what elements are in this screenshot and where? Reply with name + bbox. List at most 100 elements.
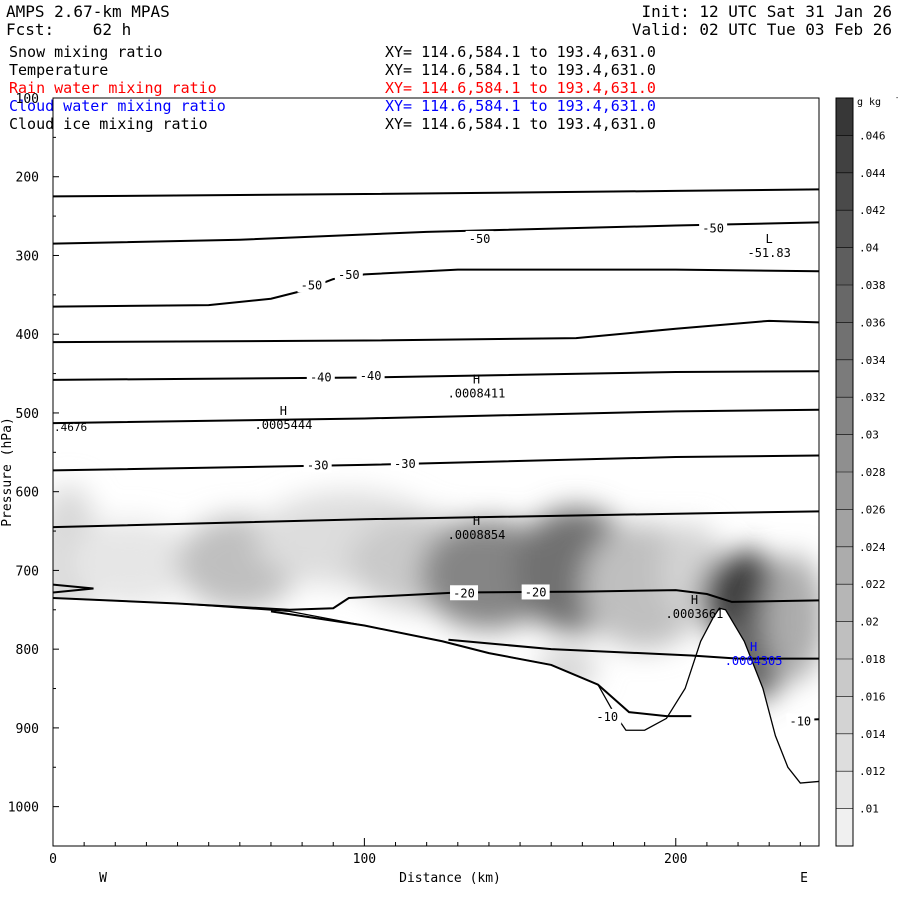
extrema-labels: L-51.83H.0008411H.0005444H.0008854H.0003…: [54, 232, 791, 668]
colorbar-tick-label: .042: [859, 204, 886, 217]
colorbar-cell: [836, 621, 853, 660]
extremum-letter: H: [750, 640, 757, 654]
contour-label: -40: [310, 371, 332, 385]
colorbar: .01 .012 .014 .016 .018 .02 .022 .024 .026 .028 .0…: [835, 94, 900, 847]
contour-label: -10: [596, 710, 618, 724]
isotherm: [53, 510, 819, 529]
contour-label: -30: [394, 457, 416, 471]
field-name: Cloud water mixing ratio: [9, 97, 226, 115]
colorbar-tick-label: .044: [859, 167, 886, 180]
colorbar-tick-label: .014: [859, 728, 886, 741]
shading-blob: [68, 519, 194, 606]
colorbar-units: g kg: [857, 97, 881, 108]
contour-label: -20: [525, 585, 547, 599]
colorbar-cell: [836, 98, 853, 136]
field-xy-range: XY= 114.6,584.1 to 193.4,631.0: [385, 97, 656, 115]
extremum-value: -51.83: [747, 246, 790, 260]
colorbar-tick-label: .034: [859, 354, 886, 367]
y-tick-label: 100: [16, 92, 39, 107]
contour-label: -40: [360, 369, 382, 383]
extremum-value: .0004305: [725, 654, 783, 668]
valid-time: Valid: 02 UTC Tue 03 Feb 26: [631, 20, 892, 39]
extremum-letter: H: [280, 404, 287, 418]
extremum-value: .0008411: [448, 386, 506, 400]
isotherm: [53, 268, 819, 308]
y-tick-label: 1000: [8, 801, 39, 816]
contour-label-bg: [593, 708, 622, 724]
y-tick-label: 800: [16, 643, 39, 658]
field-xy-range: XY= 114.6,584.1 to 193.4,631.0: [385, 79, 656, 97]
colorbar-cell: [836, 172, 853, 211]
init-time: Init: 12 UTC Sat 31 Jan 26: [641, 2, 892, 21]
colorbar-cell: [836, 659, 853, 697]
colorbar-tick-label: .046: [859, 129, 886, 142]
colorbar-cell: [836, 247, 853, 286]
x-tick-label: 200: [664, 852, 687, 867]
plot-frame: [52, 97, 820, 847]
field-xy-range: XY= 114.6,584.1 to 193.4,631.0: [385, 43, 656, 61]
contour-label-bg: [303, 457, 332, 473]
colorbar-tick-label: .01: [859, 803, 879, 816]
shading-blob: [762, 554, 819, 681]
isotherm: [53, 319, 819, 344]
extremum-value: .0005444: [255, 418, 313, 432]
x-tick-label: 0: [49, 852, 57, 867]
shading-blobs: [53, 483, 819, 701]
isotherm: [53, 454, 819, 472]
terrain: [53, 597, 819, 846]
colorbar-tick-label: .032: [859, 391, 886, 404]
axes: 100 200 300 400 500 600 700 800 900 1000 0 100 200 Di…: [0, 92, 808, 886]
colorbar-tick-label: .04: [859, 242, 879, 255]
colorbar-cell: [836, 509, 853, 548]
edge-value: .4676: [54, 421, 87, 434]
field-name: Snow mixing ratio: [9, 43, 163, 61]
y-tick-label: 300: [16, 249, 39, 264]
y-tick-label: 500: [16, 407, 39, 422]
y-axis-label: Pressure (hPa): [0, 417, 15, 527]
colorbar-tick-label: .012: [859, 765, 886, 778]
terrain-mask: [53, 597, 819, 846]
isotherm: [53, 408, 819, 425]
colorbar-cell: [836, 322, 853, 361]
isotherm: [53, 188, 819, 198]
colorbar-cell: [836, 210, 853, 249]
field-xy-range: XY= 114.6,584.1 to 193.4,631.0: [385, 61, 656, 79]
colorbar-cell: [836, 285, 853, 323]
colorbar-cell: [836, 546, 853, 585]
contour-label-bg: [521, 584, 550, 600]
extremum-letter: H: [691, 593, 698, 607]
colorbar-tick-label: .036: [859, 316, 886, 329]
model-title: AMPS 2.67-km MPAS: [6, 2, 170, 21]
colorbar-tick-label: .026: [859, 503, 886, 516]
contour-label-bg: [786, 713, 815, 729]
isotherm: [53, 370, 819, 381]
colorbar-cell: [836, 733, 853, 772]
temperature-contours: -50 -50 -50 -50 -40 -40 -30 -30 -20 -20 -10 -10: [53, 188, 819, 729]
contour-label-bg: [450, 585, 479, 601]
colorbar-tick-label: .038: [859, 279, 886, 292]
contour-label-bg: [390, 456, 419, 472]
colorbar-tick-label: .03: [859, 429, 879, 442]
colorbar-cell: [836, 472, 853, 510]
colorbar-cell: [836, 808, 853, 847]
east-label: E: [800, 871, 808, 886]
colorbar-cell: [836, 771, 853, 810]
contour-label-bg: [306, 369, 335, 385]
y-tick-label: 600: [16, 486, 39, 501]
x-axis-label: Distance (km): [399, 871, 501, 886]
field-name: Temperature: [9, 61, 109, 79]
contour-label: -50: [469, 232, 491, 246]
colorbar-cell: [836, 397, 853, 436]
isotherm: [53, 583, 94, 594]
y-tick-label: 200: [16, 171, 39, 186]
extremum-letter: H: [473, 514, 480, 528]
colorbar-cell: [836, 696, 853, 735]
colorbar-cell: [836, 584, 853, 623]
contour-label: -50: [301, 278, 323, 292]
colorbar-tick-label: .02: [859, 616, 879, 629]
west-label: W: [99, 871, 107, 886]
colorbar-tick-label: .028: [859, 466, 886, 479]
contour-label: -10: [789, 715, 811, 729]
